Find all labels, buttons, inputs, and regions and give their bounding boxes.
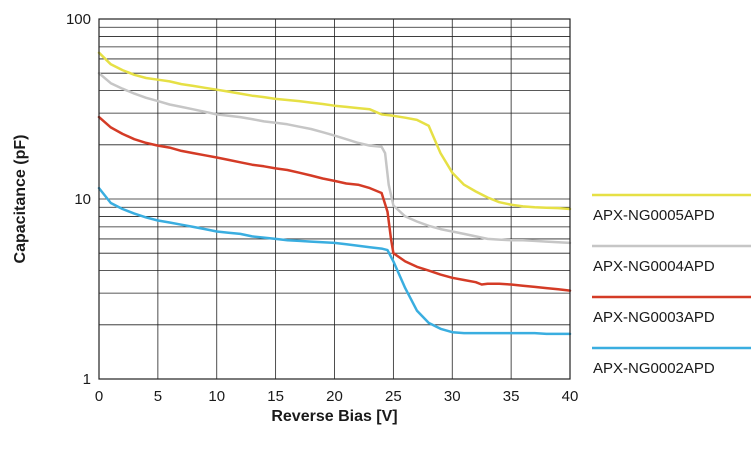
x-tick-label: 10 bbox=[208, 388, 225, 405]
x-axis-title: Reverse Bias [V] bbox=[271, 408, 397, 425]
x-tick-label: 35 bbox=[503, 388, 520, 405]
legend: APX-NG0005APD APX-NG0004APD APX-NG0003APD A… bbox=[592, 193, 751, 377]
x-tick-label: 5 bbox=[154, 388, 162, 405]
series-line-apx-ng0003apd bbox=[97, 115, 572, 292]
x-tick-label: 15 bbox=[267, 388, 284, 405]
x-tick-label: 20 bbox=[326, 388, 343, 405]
series-line-apx-ng0004apd bbox=[97, 71, 572, 245]
x-tick-label: 0 bbox=[95, 388, 103, 405]
legend-label: APX-NG0003APD bbox=[593, 309, 715, 326]
x-tick-label: 40 bbox=[562, 388, 579, 405]
legend-label: APX-NG0002APD bbox=[593, 360, 715, 377]
plot-frame bbox=[98, 18, 571, 380]
y-tick-label: 1 bbox=[83, 371, 91, 388]
y-tick-label: 100 bbox=[66, 11, 91, 28]
y-axis-title: Capacitance (pF) bbox=[12, 135, 29, 264]
x-tick-label: 30 bbox=[444, 388, 461, 405]
legend-label: APX-NG0004APD bbox=[593, 258, 715, 275]
series-lines bbox=[97, 51, 572, 336]
series-line-apx-ng0002apd bbox=[97, 186, 572, 336]
legend-label: APX-NG0005APD bbox=[593, 207, 715, 224]
series-line-apx-ng0005apd bbox=[97, 51, 572, 211]
y-tick-labels: 1 10 100 bbox=[66, 11, 91, 388]
x-tick-labels: 0 5 10 15 20 25 30 35 40 bbox=[95, 388, 579, 405]
grid bbox=[98, 19, 571, 380]
x-tick-label: 25 bbox=[385, 388, 402, 405]
y-tick-label: 10 bbox=[74, 191, 91, 208]
